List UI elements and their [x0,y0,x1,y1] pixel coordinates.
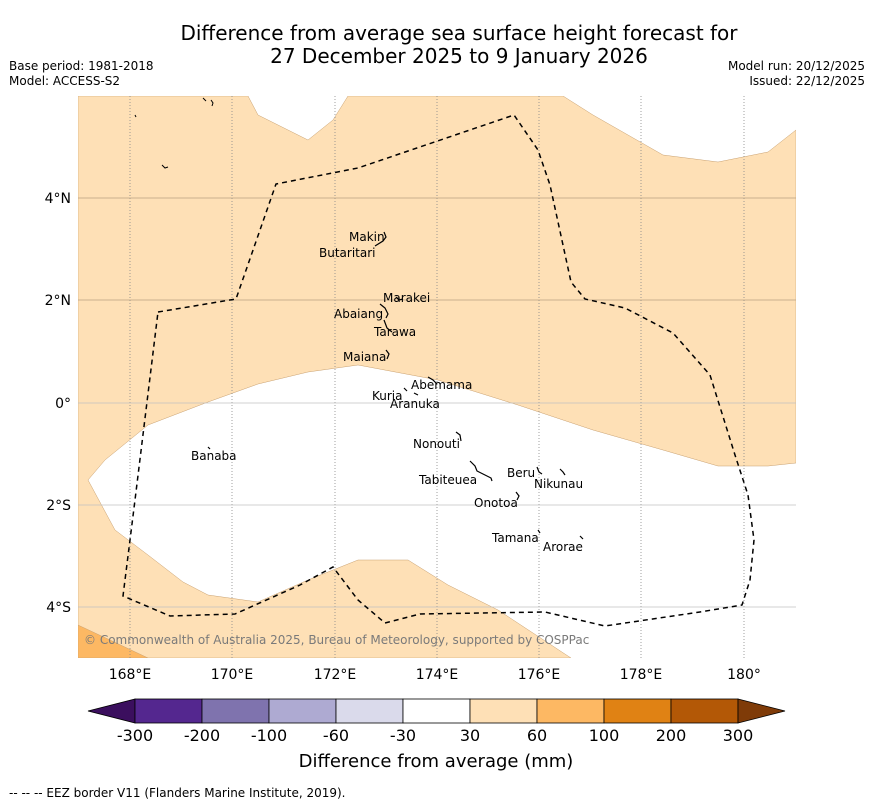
banaba-shape [207,446,211,450]
label-aranuka: Aranuka [390,397,440,411]
colorbar-swatch-3 [268,698,337,724]
title-line-2: 27 December 2025 to 9 January 2026 [270,44,648,68]
eez-border [122,114,755,627]
gridlines [78,96,796,658]
colorbar-swatch-7 [536,698,605,724]
label-nikunau: Nikunau [534,477,583,491]
label-tarawa: Tarawa [373,325,416,339]
anomaly-60-100-corner [78,624,149,658]
lon-axis-labels: 168°E 170°E 172°E 174°E 176°E 178°E 180° [109,667,761,683]
copyright-notice: © Commonwealth of Australia 2025, Bureau… [84,633,589,647]
lat-label-4n: 4°N [45,191,71,207]
island-labels: Makin Butaritari Marakei Abaiang Tarawa … [191,230,583,554]
colorbar-tick: -300 [117,726,153,745]
lon-label-178: 178°E [620,667,663,683]
lat-axis-labels: 4°N 2°N 0° 2°S 4°S [45,191,72,616]
label-kuria: Kuria [372,389,403,403]
label-onotoa: Onotoa [474,496,518,510]
marakei-shape [395,296,404,301]
model-run: Model run: 20/12/2025 [727,59,865,73]
label-beru: Beru [507,466,535,480]
colorbar-swatch-5 [402,698,471,724]
onotoa-shape [515,491,520,501]
lon-label-174: 174°E [416,667,459,683]
tabiteuea-shape [469,460,493,482]
base-period: Base period: 1981-2018 [9,59,154,73]
colorbar-tick: -100 [251,726,287,745]
label-butaritari: Butaritari [319,246,376,260]
label-abemama: Abemama [411,378,472,392]
kuria-aranuka-shape [403,387,419,396]
label-arorae: Arorae [543,540,583,554]
label-maiana: Maiana [343,350,386,364]
northern-islets [134,97,214,169]
lat-label-4s: 4°S [46,600,71,616]
abaiang-shape [379,303,389,319]
colorbar-tick: 300 [723,726,754,745]
lat-label-2n: 2°N [45,293,71,309]
islet-shape [134,114,137,118]
run-info: Model run: 20/12/2025 Issued: 22/12/2025 [728,59,865,89]
colorbar-swatch-under [87,698,136,724]
arorae-shape [579,535,584,540]
lon-label-170: 170°E [211,667,254,683]
colorbar-swatch-2 [201,698,270,724]
label-nonouti: Nonouti [413,437,460,451]
colorbar-tick: 200 [656,726,687,745]
colorbar-title: Difference from average (mm) [299,751,574,772]
colorbar [87,698,786,724]
lat-label-0: 0° [55,396,71,412]
lon-label-180: 180° [727,667,761,683]
tamana-shape [537,529,541,534]
map-title: Difference from average sea surface heig… [0,22,873,68]
label-makin: Makin [349,230,385,244]
issued-date: Issued: 22/12/2025 [749,74,865,88]
label-abaiang: Abaiang [334,307,383,321]
colorbar-swatch-6 [469,698,538,724]
lon-label-172: 172°E [314,667,357,683]
abemama-shape [427,376,438,385]
lon-label-176: 176°E [518,667,561,683]
colorbar-tick: 100 [589,726,620,745]
beru-shape [536,466,543,475]
colorbar-swatch-9 [670,698,739,724]
model-info: Base period: 1981-2018 Model: ACCESS-S2 [9,59,154,89]
colorbar-swatch-over [737,698,786,724]
title-line-1: Difference from average sea surface heig… [180,21,738,45]
eez-source-note: -- -- -- EEZ border V11 (Flanders Marine… [9,786,346,800]
island-outlines [207,231,584,540]
colorbar-tick: -60 [323,726,349,745]
label-banaba: Banaba [191,449,237,463]
colorbar-swatch-8 [603,698,672,724]
label-tamana: Tamana [491,531,539,545]
islet-shape [202,97,214,107]
colorbar-swatch-1 [134,698,203,724]
islet-shape [161,164,169,169]
colorbar-tick: -200 [184,726,220,745]
butaritari-shape [374,231,387,247]
lon-label-168: 168°E [109,667,152,683]
nikunau-shape [559,468,566,476]
colorbar-tick: -30 [390,726,416,745]
colorbar-tick: 30 [460,726,480,745]
lat-label-2s: 2°S [46,498,71,514]
maiana-shape [385,349,390,360]
model-name: Model: ACCESS-S2 [9,74,121,88]
colorbar-ticks: -300 -200 -100 -60 -30 30 60 100 200 300 [117,726,753,745]
colorbar-tick: 60 [527,726,547,745]
colorbar-swatch-4 [335,698,404,724]
nonouti-shape [455,431,462,442]
label-marakei: Marakei [383,291,430,305]
label-tabiteuea: Tabiteuea [418,473,477,487]
tarawa-shape [383,319,393,333]
